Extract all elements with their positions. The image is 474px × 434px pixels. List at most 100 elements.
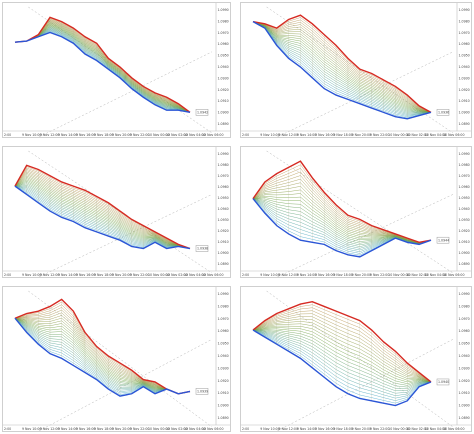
mesh-line (14, 175, 191, 249)
mesh-line (14, 28, 191, 113)
mesh-line (252, 21, 432, 113)
y-tick-label: 1.0900 (459, 111, 470, 115)
x-tick-label: 9 Nov 10:00 (22, 133, 41, 137)
x-tick-label: 10 Nov 06:00 (202, 133, 224, 137)
x-tick-label: 9 Nov 20:00 (352, 133, 371, 137)
y-tick-label: 1.0960 (459, 42, 470, 46)
bottom-edge-line (252, 198, 432, 258)
mesh-line (14, 185, 191, 249)
x-tick-label: 9 Nov 18:00 (94, 273, 113, 277)
x-tick-label: 2:00 (4, 427, 11, 431)
y-tick-label: 1.0910 (459, 240, 470, 244)
x-tick-label: 10 Nov 00:00 (388, 273, 410, 277)
mesh-line (14, 179, 191, 249)
x-tick-label: 9 Nov 20:00 (352, 427, 371, 431)
mesh-line (252, 329, 432, 394)
x-tick-label: 10 Nov 04:00 (184, 273, 206, 277)
trend-line (28, 290, 213, 428)
y-tick-label: 1.0920 (218, 379, 229, 383)
bottom-edge-line (252, 21, 432, 120)
mesh-line (14, 25, 191, 113)
x-tick-label: 9 Nov 10:00 (260, 427, 279, 431)
y-tick-label: 1.0900 (218, 251, 229, 255)
mesh-line (14, 185, 191, 249)
x-tick-label: 9 Nov 14:00 (58, 427, 77, 431)
mesh-line (14, 21, 191, 113)
y-tick-label: 1.0980 (218, 304, 229, 308)
x-tick-label: 10 Nov 00:00 (148, 133, 170, 137)
mesh-line (252, 19, 432, 113)
y-tick-label: 1.0920 (218, 88, 229, 92)
x-tick-label: 9 Nov 16:00 (315, 273, 334, 277)
chart-panel: 1.0940 1.0990 1.0980 1.0970 1.0960 1.0950 1.09… (240, 286, 472, 432)
price-tag: 1.0944 (436, 236, 450, 244)
mesh-line (14, 170, 191, 249)
y-tick-label: 1.0910 (218, 240, 229, 244)
y-tick-label: 1.0980 (459, 304, 470, 308)
y-tick-label: 1.0930 (218, 366, 229, 370)
y-tick-label: 1.0940 (459, 207, 470, 211)
mesh-line (14, 178, 191, 249)
mesh-line (252, 21, 432, 113)
y-tick-label: 1.0960 (218, 185, 229, 189)
mesh-line (252, 21, 432, 113)
x-tick-label: 10 Nov 00:00 (388, 133, 410, 137)
y-tick-label: 1.0970 (218, 31, 229, 35)
mesh-line (252, 328, 432, 383)
mesh-line (252, 21, 432, 116)
x-tick-label: 9 Nov 10:00 (22, 273, 41, 277)
mesh-line (14, 312, 191, 394)
x-tick-label: 9 Nov 16:00 (76, 133, 95, 137)
y-tick-label: 1.0950 (218, 342, 229, 346)
mesh-line (252, 21, 432, 113)
mesh-line (14, 318, 191, 394)
y-tick-label: 1.0890 (459, 416, 470, 420)
x-tick-label: 9 Nov 14:00 (297, 427, 316, 431)
x-tick-label: 10 Nov 04:00 (184, 133, 206, 137)
top-edge-line (14, 164, 191, 250)
y-tick-label: 1.0900 (218, 111, 229, 115)
y-tick-label: 1.0940 (218, 65, 229, 69)
mesh-line (252, 164, 432, 243)
mesh-line (14, 318, 191, 394)
mesh-line (252, 21, 432, 113)
mesh-line (14, 318, 191, 394)
price-tag: 1.0939 (195, 388, 209, 395)
mesh-line (14, 318, 191, 394)
y-tick-label: 1.0950 (459, 196, 470, 200)
price-tag-label: 1.0944 (438, 238, 449, 242)
price-tag-label: 1.0940 (438, 380, 449, 384)
mesh-line (14, 318, 191, 394)
y-tick-label: 1.0900 (459, 404, 470, 408)
mesh-line (14, 318, 191, 394)
mesh-line (252, 175, 432, 243)
x-tick-label: 9 Nov 16:00 (315, 427, 334, 431)
mesh-line (14, 176, 191, 249)
trend-line (38, 339, 213, 431)
mesh-line (14, 22, 191, 113)
y-tick-label: 1.0970 (459, 317, 470, 321)
mesh-line (252, 21, 432, 113)
mesh-line (14, 30, 191, 113)
x-tick-label: 9 Nov 12:00 (40, 273, 59, 277)
y-tick-label: 1.0960 (218, 42, 229, 46)
mesh-line (14, 318, 191, 394)
price-tag: 1.0942 (195, 109, 209, 116)
price-tag: 1.0940 (436, 378, 450, 386)
y-tick-label: 1.0930 (459, 366, 470, 370)
x-tick-label: 10 Nov 06:00 (443, 273, 465, 277)
price-tag-label: 1.0938 (197, 247, 208, 251)
mesh-line (252, 21, 432, 113)
y-tick-label: 1.0960 (459, 329, 470, 333)
mesh-line (14, 318, 191, 395)
mesh-line (14, 26, 191, 113)
mesh-line (252, 329, 432, 388)
y-tick-label: 1.0890 (459, 122, 470, 126)
x-tick-label: 9 Nov 18:00 (94, 133, 113, 137)
y-tick-label: 1.0910 (218, 391, 229, 395)
y-tick-label: 1.0940 (218, 354, 229, 358)
mesh-line (14, 318, 191, 394)
mesh-line (252, 17, 432, 113)
mesh-line (14, 315, 191, 394)
